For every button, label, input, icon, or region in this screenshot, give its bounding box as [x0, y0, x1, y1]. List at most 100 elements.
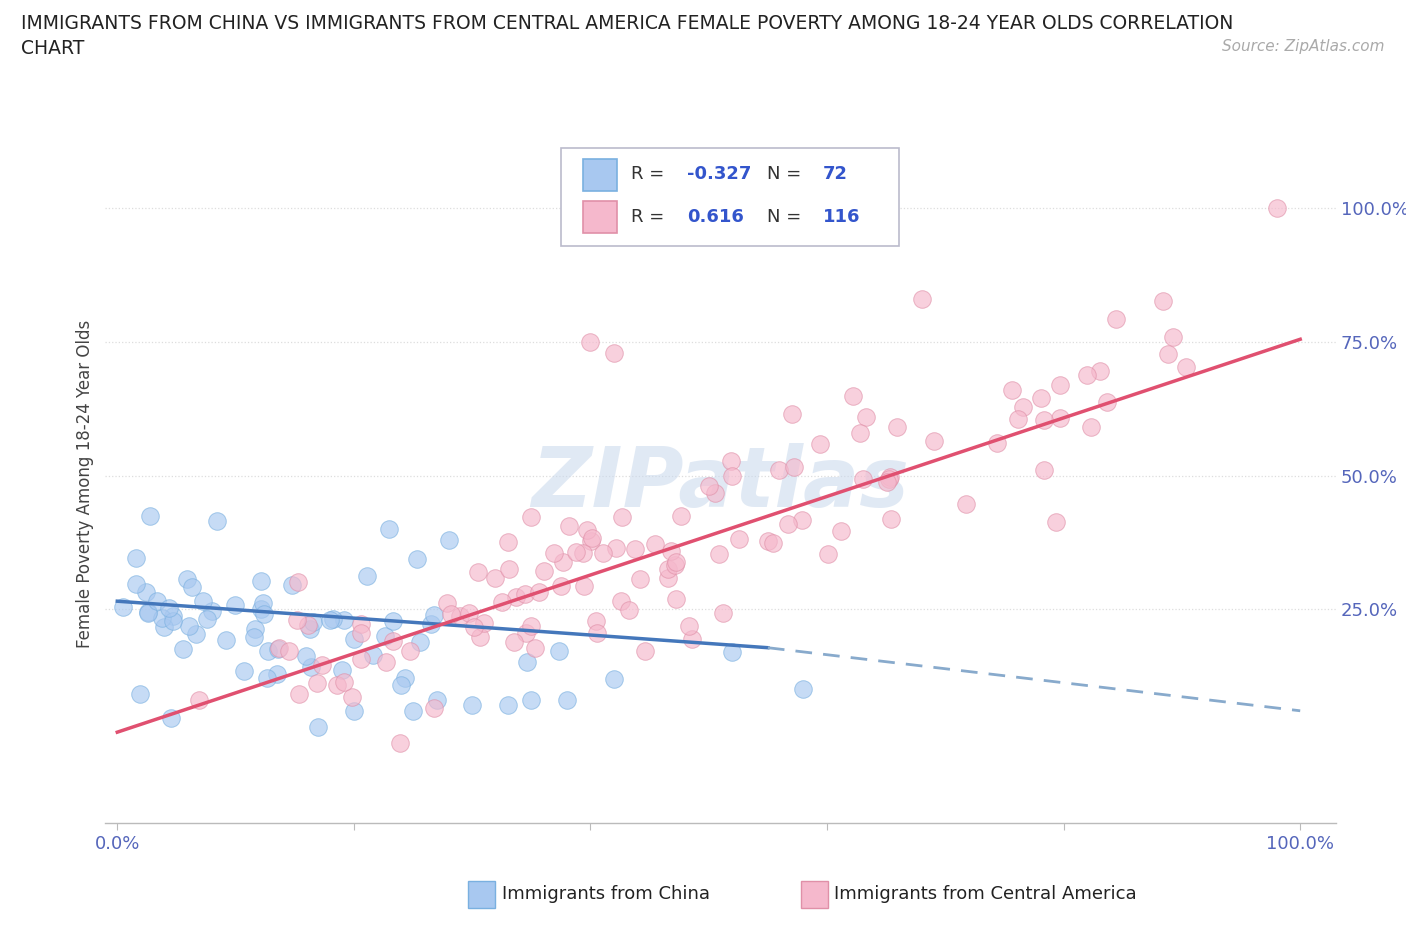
Point	[298, 622, 321, 637]
Point	[349, 617, 371, 631]
Point	[426, 693, 449, 708]
Point	[467, 565, 489, 579]
Point	[886, 420, 908, 435]
Point	[707, 547, 730, 562]
Point	[515, 626, 537, 641]
Point	[876, 475, 898, 490]
Point	[243, 630, 266, 644]
Point	[361, 647, 384, 662]
Point	[1174, 360, 1197, 375]
Point	[721, 644, 744, 659]
Point	[330, 663, 353, 678]
Text: N =: N =	[768, 208, 801, 226]
Point	[617, 603, 640, 618]
Text: Immigrants from China: Immigrants from China	[502, 885, 710, 903]
Point	[877, 472, 900, 486]
Point	[605, 541, 627, 556]
Point	[516, 655, 538, 670]
Point	[343, 703, 366, 718]
Point	[157, 601, 180, 616]
Point	[610, 593, 633, 608]
Point	[634, 644, 657, 658]
Point	[1001, 383, 1024, 398]
Point	[285, 612, 308, 627]
Point	[188, 693, 211, 708]
Text: Immigrants from Central America: Immigrants from Central America	[834, 885, 1136, 903]
Point	[311, 658, 333, 672]
Point	[342, 689, 364, 704]
Point	[520, 693, 543, 708]
Point	[472, 616, 495, 631]
Point	[922, 433, 945, 448]
Point	[378, 522, 401, 537]
Point	[1049, 410, 1071, 425]
Point	[574, 578, 596, 593]
Point	[664, 558, 686, 573]
Point	[955, 497, 977, 512]
Point	[783, 459, 806, 474]
Point	[423, 607, 446, 622]
Point	[326, 677, 349, 692]
Point	[550, 578, 572, 593]
Text: CHART: CHART	[21, 39, 84, 58]
Point	[136, 604, 159, 619]
Point	[681, 631, 703, 646]
Point	[555, 693, 578, 708]
Point	[181, 579, 204, 594]
Point	[125, 551, 148, 565]
Point	[333, 613, 356, 628]
Point	[373, 628, 395, 643]
Text: -0.327: -0.327	[688, 165, 752, 183]
Point	[468, 630, 491, 644]
Point	[343, 631, 366, 646]
Point	[245, 622, 267, 637]
Point	[586, 625, 609, 640]
Point	[136, 606, 159, 621]
Point	[565, 545, 588, 560]
Point	[543, 546, 565, 561]
Point	[458, 605, 481, 620]
Point	[250, 602, 273, 617]
Point	[288, 686, 311, 701]
Point	[205, 513, 228, 528]
Point	[780, 406, 803, 421]
Point	[720, 453, 742, 468]
Point	[520, 510, 543, 525]
Point	[505, 590, 527, 604]
Point	[1095, 394, 1118, 409]
Point	[1032, 463, 1054, 478]
Text: ZIPatlas: ZIPatlas	[531, 443, 910, 525]
Point	[437, 532, 460, 547]
Point	[776, 516, 799, 531]
Point	[145, 593, 167, 608]
Point	[350, 652, 373, 667]
Point	[817, 546, 839, 561]
Point	[389, 736, 412, 751]
Point	[1088, 364, 1111, 379]
Point	[911, 292, 934, 307]
Point	[849, 426, 872, 441]
Text: 0.616: 0.616	[688, 208, 744, 226]
Point	[581, 531, 603, 546]
Point	[405, 552, 427, 567]
Point	[461, 698, 484, 713]
Point	[297, 618, 319, 632]
Point	[278, 644, 301, 658]
Point	[768, 463, 790, 478]
Point	[1105, 312, 1128, 326]
Point	[150, 610, 173, 625]
Point	[830, 524, 852, 538]
Point	[463, 619, 485, 634]
Point	[135, 584, 157, 599]
Point	[572, 546, 595, 561]
Point	[402, 703, 425, 718]
Point	[356, 568, 378, 583]
Point	[575, 523, 598, 538]
Point	[440, 606, 463, 621]
Point	[603, 345, 626, 360]
Point	[665, 591, 688, 606]
Point	[333, 675, 356, 690]
Point	[1033, 413, 1056, 428]
Point	[697, 479, 720, 494]
Point	[112, 600, 135, 615]
